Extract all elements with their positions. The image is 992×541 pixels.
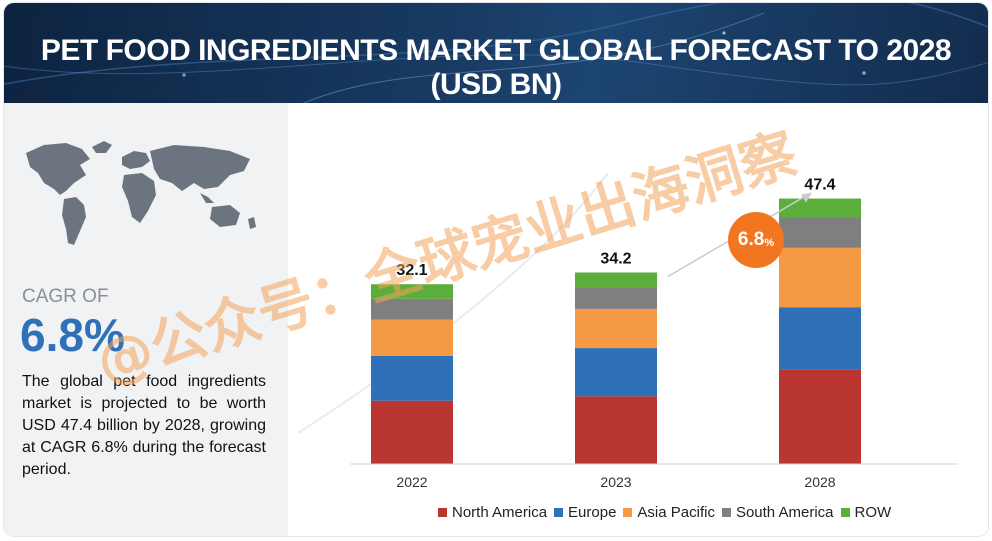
legend-swatch [840,507,850,517]
trend-arrow-head [801,192,812,203]
bar-2022-south-america [371,298,453,320]
legend-swatch [721,507,731,517]
cagr-badge-value: 6.8 [737,229,765,250]
total-label-2028: 47.4 [804,177,835,194]
page-title: PET FOOD INGREDIENTS MARKET GLOBAL FOREC… [40,34,952,101]
legend-label: Asia Pacific [637,503,715,521]
cagr-description: The global pet food ingredients market i… [22,373,266,478]
bar-2023-row [575,272,657,288]
cagr-badge-unit: % [764,236,775,249]
bar-2022-europe [371,355,453,401]
legend-label: North America [452,503,548,521]
left-panel: CAGR OF 6.8% The global pet food ingredi… [4,103,288,536]
legend-label: Europe [568,503,617,521]
chart-area: 32.1 2022 34.2 2023 47.4 2028 6.8% North Amer… [288,103,988,536]
legend-label: South America [735,503,834,521]
legend-item-asia-pacific: Asia Pacific [623,504,715,521]
header-banner: PET FOOD INGREDIENTS MARKET GLOBAL FOREC… [4,3,988,103]
legend-item-row: ROW [840,503,892,521]
bar-2028-europe [779,307,861,370]
legend-swatch [554,507,564,517]
bar-2022-asia-pacific [371,319,453,356]
bar-2028-south-america [779,217,861,248]
bar-2028-asia-pacific [779,247,861,308]
chart-legend: North America Europe Asia Pacific South Ame… [438,501,898,523]
legend-item-north-america: North America [438,504,547,521]
cagr-label: CAGR OF [22,286,109,307]
bar-2028-row [779,198,861,218]
cagr-value: 6.8% [20,309,125,361]
legend-swatch [623,507,633,517]
bar-2022-row [371,284,453,299]
bar-2022-north-america [371,400,453,464]
bar-2023-europe [575,348,657,397]
decorative-curve [297,172,609,434]
bar-2023-asia-pacific [575,308,657,349]
x-tick-label-2028: 2028 [804,474,835,490]
cagr-badge: 6.8% [728,212,784,268]
legend-item-south-america: South America [721,503,834,521]
total-label-2022: 32.1 [396,262,427,279]
legend-label: ROW [854,503,892,521]
bar-2023-north-america [575,396,657,464]
stacked-bar-chart: 32.1 2022 34.2 2023 47.4 2028 [297,172,958,490]
total-label-2023: 34.2 [600,250,631,267]
bar-2023-south-america [575,287,657,309]
header-decoration [4,3,988,103]
x-tick-label-2022: 2022 [396,474,427,490]
world-map-icon [26,141,256,245]
x-tick-label-2023: 2023 [600,474,631,490]
legend-item-europe: Europe [554,504,616,521]
infographic-frame: PET FOOD INGREDIENTS MARKET GLOBAL FOREC… [4,3,988,536]
legend-swatch [438,507,447,517]
bar-2028-north-america [779,369,861,464]
